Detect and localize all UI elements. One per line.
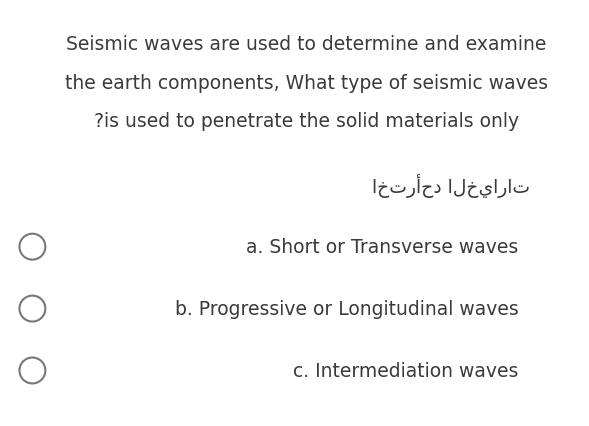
- Text: ?is used to penetrate the solid materials only: ?is used to penetrate the solid material…: [94, 112, 519, 131]
- Text: the earth components, What type of seismic waves: the earth components, What type of seism…: [65, 74, 548, 92]
- Text: b. Progressive or Longitudinal waves: b. Progressive or Longitudinal waves: [174, 299, 518, 318]
- Text: a. Short or Transverse waves: a. Short or Transverse waves: [246, 238, 518, 256]
- Text: Seismic waves are used to determine and examine: Seismic waves are used to determine and …: [66, 35, 547, 54]
- Text: اخترأحد الخيارات: اخترأحد الخيارات: [372, 173, 530, 197]
- Text: c. Intermediation waves: c. Intermediation waves: [293, 361, 518, 380]
